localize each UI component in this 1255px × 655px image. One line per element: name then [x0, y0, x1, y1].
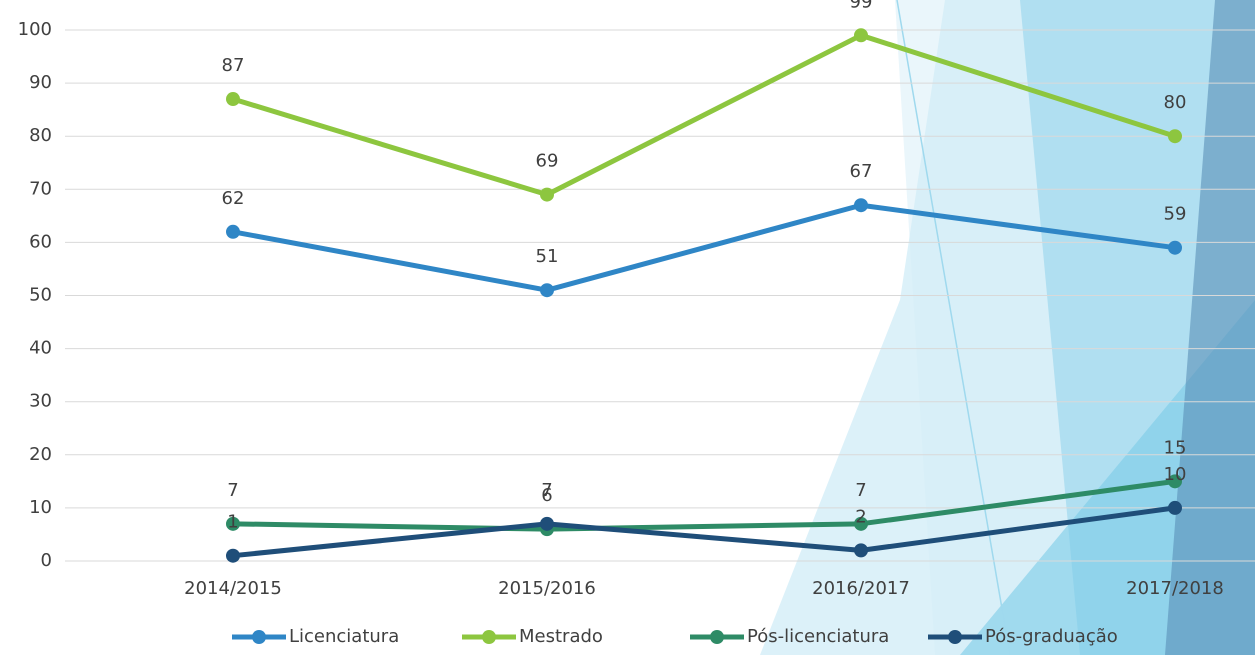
- data-label: 7: [855, 480, 866, 501]
- data-point: [854, 516, 868, 531]
- y-tick-label: 60: [29, 231, 52, 252]
- data-point: [1168, 129, 1182, 144]
- data-point: [540, 516, 554, 531]
- y-tick-label: 30: [29, 391, 52, 412]
- x-tick-label: 2017/2018: [1126, 578, 1224, 599]
- data-label: 69: [536, 151, 559, 172]
- data-point: [226, 548, 240, 563]
- data-point: [854, 28, 868, 43]
- series-line: [232, 202, 1176, 293]
- data-point: [1168, 474, 1182, 489]
- legend-label: Pós-licenciatura: [747, 626, 889, 647]
- data-point: [540, 283, 554, 298]
- data-point: [226, 516, 240, 531]
- data-label: 87: [222, 55, 245, 76]
- data-label: 59: [1164, 204, 1187, 225]
- legend-swatch-marker: [252, 630, 266, 644]
- data-point: [854, 198, 868, 213]
- data-label: 10: [1164, 464, 1187, 485]
- legend: Licenciatura Mestrado Pós-licenciatura Pós-…: [232, 626, 1118, 647]
- legend-swatch-marker: [482, 630, 496, 644]
- series-line: [232, 32, 1176, 198]
- y-tick-label: 50: [29, 285, 52, 306]
- data-label: 7: [541, 480, 552, 501]
- data-label: 99: [850, 0, 873, 12]
- series-line: [232, 505, 1176, 559]
- legend-label: Mestrado: [519, 626, 603, 647]
- data-label: 51: [536, 246, 559, 267]
- y-tick-label: 40: [29, 338, 52, 359]
- data-label: 80: [1164, 92, 1187, 113]
- data-point: [1168, 500, 1182, 515]
- x-tick-label: 2016/2017: [812, 578, 910, 599]
- data-label: 62: [222, 188, 245, 209]
- data-point: [540, 187, 554, 202]
- data-point: [854, 543, 868, 558]
- data-point: [1168, 240, 1182, 255]
- data-label: 15: [1164, 437, 1187, 458]
- legend-swatch-marker: [710, 630, 724, 644]
- data-label: 67: [850, 161, 873, 182]
- legend-swatch-marker: [948, 630, 962, 644]
- legend-label: Pós-graduação: [985, 626, 1118, 647]
- legend-label: Licenciatura: [289, 626, 399, 647]
- data-point: [226, 92, 240, 107]
- x-tick-label: 2014/2015: [184, 578, 282, 599]
- y-tick-label: 20: [29, 444, 52, 465]
- data-point: [226, 224, 240, 239]
- data-label: 1: [227, 512, 238, 533]
- bg-shape: [1165, 0, 1255, 655]
- background-decoration: [760, 0, 1255, 655]
- y-tick-label: 0: [41, 550, 52, 571]
- series-line: [232, 478, 1176, 532]
- data-label: 6: [541, 485, 552, 506]
- y-tick-label: 80: [29, 125, 52, 146]
- y-tick-label: 70: [29, 178, 52, 199]
- data-label: 7: [227, 480, 238, 501]
- bg-line: [896, 0, 1011, 655]
- x-tick-label: 2015/2016: [498, 578, 596, 599]
- y-tick-label: 90: [29, 72, 52, 93]
- y-tick-label: 100: [18, 19, 52, 40]
- y-tick-label: 10: [29, 497, 52, 518]
- data-label: 2: [855, 506, 866, 527]
